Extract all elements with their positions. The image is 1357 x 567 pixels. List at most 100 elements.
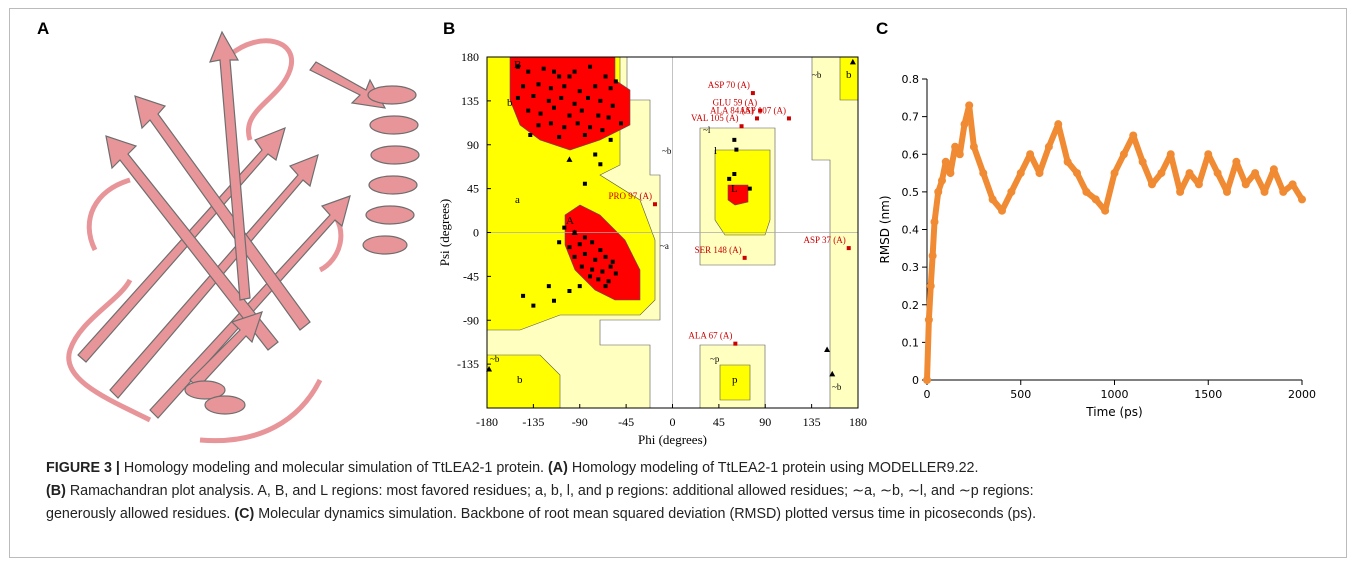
point xyxy=(577,89,582,94)
point xyxy=(924,315,933,324)
point xyxy=(596,277,601,282)
point xyxy=(1044,142,1053,151)
helix-turn xyxy=(184,380,226,400)
x-tick-label: 500 xyxy=(1010,388,1031,401)
point xyxy=(955,150,964,159)
point-label: ALA 84 (A) xyxy=(710,105,754,115)
point xyxy=(551,298,556,303)
helix-turn xyxy=(204,395,246,415)
point-label: ASP 70 (A) xyxy=(708,80,750,90)
beta-strand xyxy=(209,30,251,301)
region-label: A xyxy=(566,215,574,227)
point-label: GLU 59 (A) xyxy=(713,98,758,108)
point xyxy=(567,74,572,79)
point xyxy=(526,69,531,74)
helix-turn xyxy=(365,205,415,225)
point xyxy=(988,195,997,204)
chart: 0 500 1000 1500 2000 0 0.1 0.2 0.3 0.4 0.5 0.6 0.7 0.… xyxy=(878,73,1316,419)
x-tick-label: -90 xyxy=(572,415,588,429)
region-label: ~a xyxy=(660,241,669,251)
figure: A B C B b a xyxy=(37,19,1316,447)
region-label: ~l xyxy=(703,125,711,135)
x-tick-label: 0 xyxy=(924,388,931,401)
point xyxy=(786,116,791,121)
point xyxy=(551,105,556,110)
point xyxy=(969,142,978,151)
y-tick-label: -90 xyxy=(463,313,479,327)
y-tick-label: -135 xyxy=(457,357,479,371)
y-tick-label: 0.3 xyxy=(902,261,920,274)
point xyxy=(1129,131,1138,140)
point xyxy=(1054,120,1063,129)
point xyxy=(600,128,605,133)
point xyxy=(582,181,587,186)
y-axis-label: RMSD (nm) xyxy=(878,195,892,263)
point xyxy=(758,108,763,113)
region-label: a xyxy=(515,194,520,206)
y-tick-label: 0 xyxy=(473,226,479,240)
point xyxy=(531,303,536,308)
point xyxy=(557,74,562,79)
point xyxy=(1204,150,1213,159)
point xyxy=(572,254,577,259)
caption: FIGURE 3 | Homology modeling and molecul… xyxy=(46,457,1036,526)
point xyxy=(1223,187,1231,196)
y-tick-label: 0.6 xyxy=(902,148,920,161)
point xyxy=(930,217,939,226)
panel-label: C xyxy=(876,19,888,38)
figure-frame xyxy=(9,8,1347,558)
point xyxy=(598,162,603,167)
point xyxy=(1213,169,1222,178)
point xyxy=(1298,195,1306,204)
point xyxy=(562,84,567,89)
point-label: PRO 97 (A) xyxy=(608,191,652,201)
point xyxy=(951,142,960,151)
x-tick-label: 1000 xyxy=(1101,388,1129,401)
point xyxy=(1251,169,1260,178)
point xyxy=(849,58,856,65)
point xyxy=(526,108,531,113)
caption-text: generously allowed residues. xyxy=(46,506,235,522)
point xyxy=(610,103,615,108)
x-tick-label: -45 xyxy=(618,415,634,429)
y-tick-label: 45 xyxy=(467,182,479,196)
point xyxy=(739,124,744,129)
helix-turn xyxy=(362,235,408,255)
coil xyxy=(66,38,344,444)
region-label: ~b xyxy=(812,70,822,80)
caption-line: (B) Ramachandran plot analysis. A, B, an… xyxy=(46,480,1036,503)
point xyxy=(606,115,611,120)
point xyxy=(515,95,520,100)
point xyxy=(593,257,598,262)
point-label: VAL 105 (A) xyxy=(691,113,739,123)
point xyxy=(613,79,618,84)
beta-strand xyxy=(105,135,279,351)
region-label: b xyxy=(507,97,513,109)
y-tick-label: 0 xyxy=(912,374,919,387)
point xyxy=(1091,195,1100,204)
x-tick-label: -135 xyxy=(522,415,544,429)
point xyxy=(923,376,931,384)
region-label: p xyxy=(732,374,738,386)
point xyxy=(1035,169,1044,178)
point xyxy=(946,169,955,178)
point xyxy=(582,133,587,137)
point xyxy=(551,69,556,74)
point xyxy=(1288,180,1297,189)
point xyxy=(1269,165,1278,174)
caption-line: generously allowed residues. (C) Molecul… xyxy=(46,503,1036,526)
point xyxy=(538,111,543,116)
point xyxy=(546,284,551,289)
point xyxy=(536,82,541,87)
point xyxy=(572,101,577,106)
point xyxy=(562,125,567,130)
point xyxy=(928,251,937,260)
helix-turn xyxy=(370,145,420,165)
point xyxy=(566,156,573,162)
point xyxy=(590,267,595,272)
point xyxy=(593,152,598,157)
caption-text: (A) xyxy=(548,460,568,476)
point xyxy=(733,341,738,346)
point xyxy=(1063,157,1072,166)
point xyxy=(582,251,587,256)
